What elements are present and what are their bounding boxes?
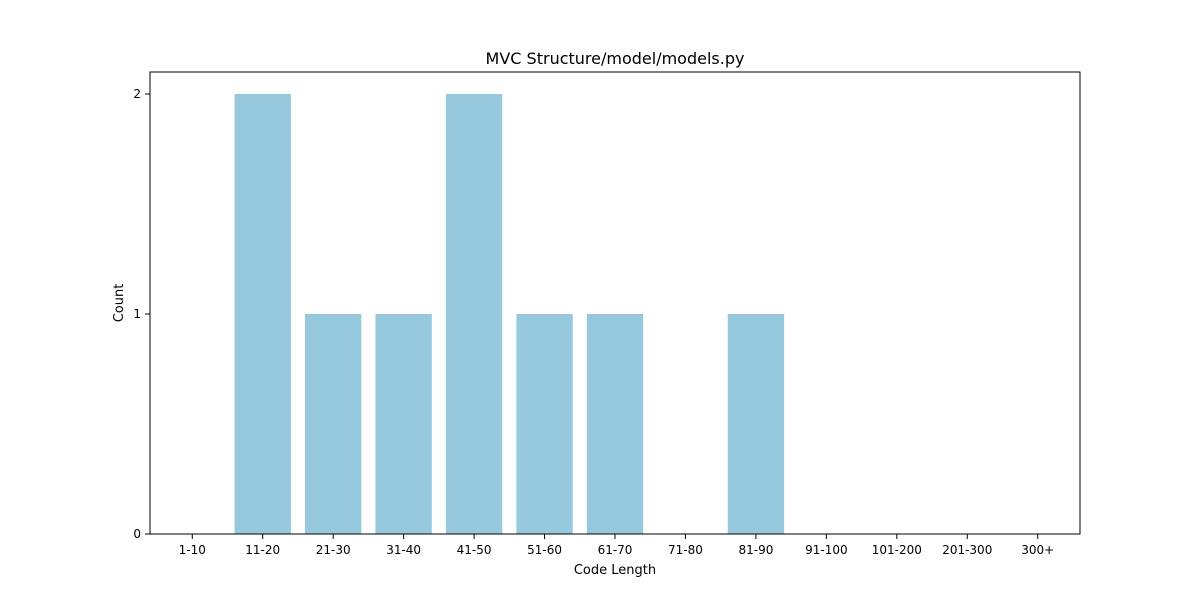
bar-61-70 — [586, 314, 644, 534]
x-tick-label: 1-10 — [179, 543, 206, 557]
x-tick-label: 61-70 — [598, 543, 633, 557]
x-tick-label: 51-60 — [527, 543, 562, 557]
x-tick-label: 201-300 — [942, 543, 992, 557]
bar-11-20 — [234, 94, 291, 534]
y-tick-label: 0 — [133, 527, 141, 541]
bars-group — [234, 94, 785, 534]
x-tick-label: 31-40 — [386, 543, 421, 557]
x-axis-ticks: 1-10 11-20 21-30 31-40 41-50 51-60 61-70 71-80 8… — [179, 534, 1054, 557]
y-axis-label: Count — [112, 284, 127, 323]
x-tick-label: 300+ — [1021, 543, 1054, 557]
bar-51-60 — [516, 314, 573, 534]
bar-81-90 — [727, 314, 785, 534]
y-tick-label: 1 — [133, 307, 141, 321]
x-axis-label: Code Length — [574, 563, 656, 578]
x-tick-label: 91-100 — [805, 543, 848, 557]
x-tick-label: 81-90 — [738, 543, 773, 557]
bar-31-40 — [375, 314, 432, 534]
x-tick-label: 21-30 — [316, 543, 351, 557]
bar-41-50 — [445, 94, 503, 534]
y-axis-ticks: 0 1 2 — [133, 87, 150, 541]
x-tick-label: 101-200 — [872, 543, 922, 557]
x-tick-label: 71-80 — [668, 543, 703, 557]
x-tick-label: 41-50 — [457, 543, 492, 557]
chart-title: MVC Structure/model/models.py — [486, 49, 745, 68]
y-tick-label: 2 — [133, 87, 141, 101]
x-tick-label: 11-20 — [245, 543, 280, 557]
bar-21-30 — [305, 314, 362, 534]
